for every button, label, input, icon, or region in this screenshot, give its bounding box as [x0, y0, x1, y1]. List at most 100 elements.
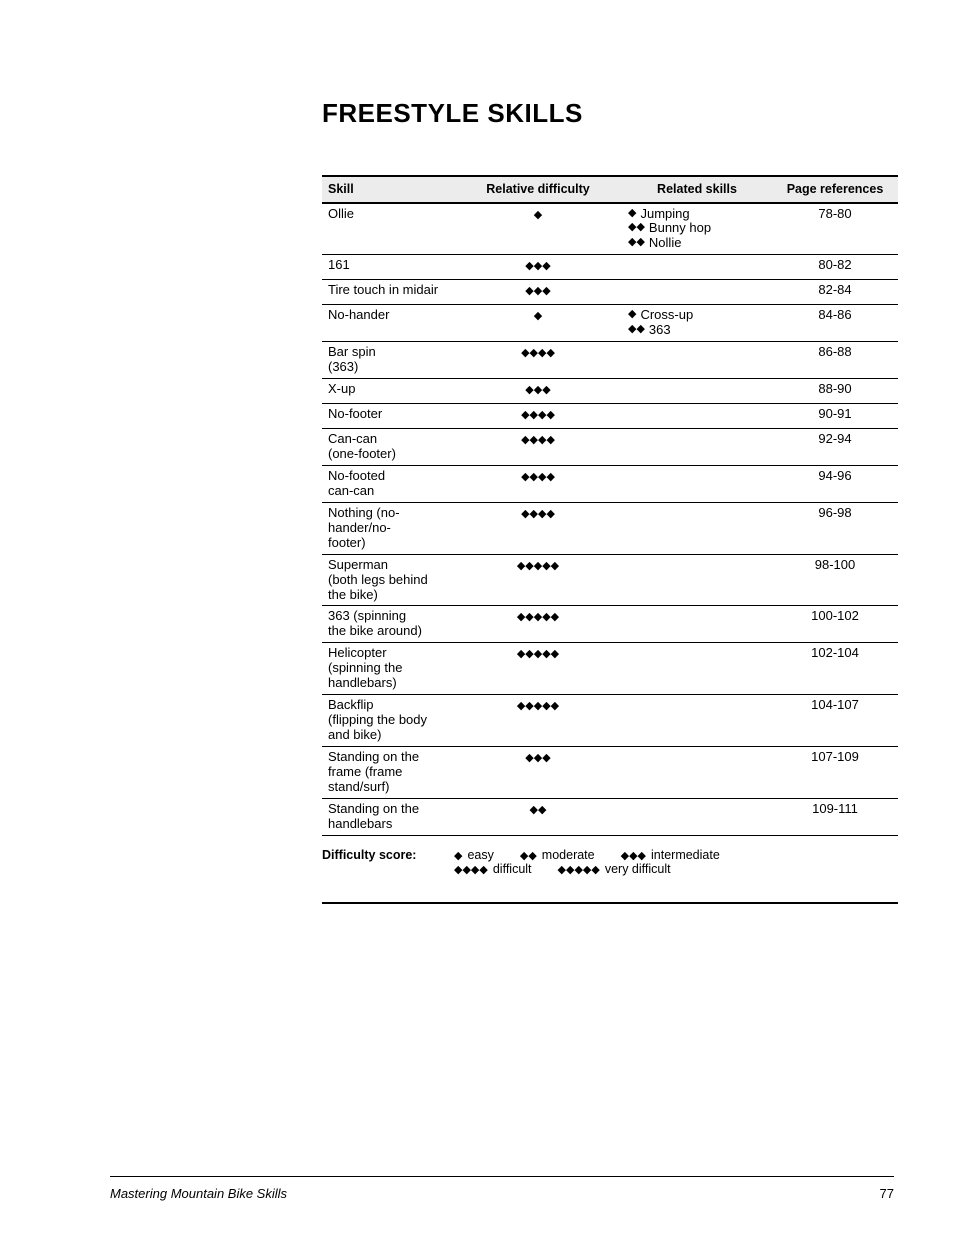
- cell-difficulty: ◆◆◆: [454, 750, 622, 765]
- table-row: Nothing (no-hander/no-footer)◆◆◆◆96-98: [322, 503, 898, 555]
- cell-page: 84-86: [772, 308, 898, 323]
- table-row: Backflip(flipping the bodyand bike) ◆◆◆◆◆…: [322, 695, 898, 747]
- difficulty-diamonds-icon: ◆◆◆: [525, 285, 550, 297]
- footer-page-number: 77: [880, 1186, 894, 1201]
- difficulty-diamonds-icon: ◆◆◆◆◆: [517, 648, 559, 660]
- cell-page: 82-84: [772, 283, 898, 298]
- cell-difficulty: ◆◆◆: [454, 283, 622, 298]
- legend-item: ◆◆◆◆◆ very difficult: [558, 862, 671, 876]
- cell-page: 88-90: [772, 382, 898, 397]
- cell-page: 90-91: [772, 407, 898, 422]
- page: FREESTYLE SKILLS Skill Relative difficul…: [0, 0, 954, 1235]
- cell-page: 104-107: [772, 698, 898, 713]
- related-label: 363: [649, 323, 671, 338]
- legend-text: very difficult: [605, 862, 671, 876]
- difficulty-diamonds-icon: ◆: [534, 310, 542, 322]
- table-row: No-hander◆◆Cross-up◆◆36384-86: [322, 305, 898, 342]
- cell-skill: Backflip(flipping the bodyand bike): [322, 698, 454, 743]
- cell-skill: No-footedcan-can: [322, 469, 454, 499]
- cell-page: 107-109: [772, 750, 898, 765]
- related-label: Cross-up: [640, 308, 693, 323]
- cell-skill: Tire touch in midair: [322, 283, 454, 298]
- table-row: No-footer ◆◆◆◆ 90-91: [322, 404, 898, 429]
- cell-skill: Standing on theframe (framestand/surf): [322, 750, 454, 795]
- cell-skill: Ollie: [322, 207, 454, 222]
- difficulty-diamonds-icon: ◆◆: [530, 804, 547, 816]
- cell-page: 86-88: [772, 345, 898, 360]
- related-diamonds-icon: ◆◆: [628, 221, 645, 236]
- cell-page: 98-100: [772, 558, 898, 573]
- related-diamonds-icon: ◆: [628, 308, 636, 323]
- cell-page: 78-80: [772, 207, 898, 222]
- cell-difficulty: ◆◆◆◆◆: [454, 609, 622, 624]
- legend-row: ◆easy◆◆moderate◆◆◆intermediate: [454, 848, 898, 862]
- legend-item: ◆easy: [454, 848, 494, 862]
- cell-skill: Standing on thehandlebars: [322, 802, 454, 832]
- legend-diamonds-icon: ◆◆◆: [621, 849, 646, 862]
- difficulty-diamonds-icon: ◆: [534, 209, 542, 221]
- footer-book-title: Mastering Mountain Bike Skills: [110, 1186, 287, 1201]
- table-row: Tire touch in midair ◆◆◆ 82-84: [322, 280, 898, 305]
- table-row: Ollie◆◆Jumping◆◆Bunny hop◆◆Nollie78-80: [322, 204, 898, 256]
- difficulty-diamonds-icon: ◆◆◆: [525, 260, 550, 272]
- legend-label: Difficulty score:: [322, 848, 454, 876]
- cell-difficulty: ◆◆◆◆◆: [454, 698, 622, 713]
- table-row: Bar spin(363)◆◆◆◆86-88: [322, 342, 898, 379]
- legend-text: difficult: [493, 862, 532, 876]
- related-diamonds-icon: ◆◆: [628, 323, 645, 338]
- table-row: 363 (spinningthe bike around)◆◆◆◆◆100-10…: [322, 606, 898, 643]
- legend-diamonds-icon: ◆: [454, 849, 462, 862]
- page-footer-rule: [110, 1176, 894, 1177]
- difficulty-diamonds-icon: ◆◆◆◆: [521, 508, 555, 520]
- legend-text: intermediate: [651, 848, 720, 862]
- difficulty-diamonds-icon: ◆◆◆: [525, 384, 550, 396]
- table-row: Standing on thehandlebars ◆◆ 109-111: [322, 799, 898, 836]
- table-row: Can-can(one-footer)◆◆◆◆92-94: [322, 429, 898, 466]
- cell-skill: 363 (spinningthe bike around): [322, 609, 454, 639]
- difficulty-diamonds-icon: ◆◆◆: [525, 752, 550, 764]
- table-row: Helicopter(spinning thehandlebars) ◆◆◆◆◆ 1…: [322, 643, 898, 695]
- legend-item: ◆◆◆◆ difficult: [454, 862, 532, 876]
- related-diamonds-icon: ◆◆: [628, 236, 645, 251]
- legend-diamonds-icon: ◆◆◆◆◆: [558, 863, 600, 876]
- col-header-related: Related skills: [622, 177, 772, 202]
- cell-skill: Nothing (no-hander/no-footer): [322, 506, 454, 551]
- related-item: ◆Jumping: [628, 207, 766, 222]
- cell-skill: X-up: [322, 382, 454, 397]
- col-header-page: Page references: [772, 177, 898, 202]
- table-row: 161◆◆◆80-82: [322, 255, 898, 280]
- col-header-skill: Skill: [322, 177, 454, 202]
- cell-difficulty: ◆◆◆◆: [454, 506, 622, 521]
- cell-difficulty: ◆◆◆◆: [454, 345, 622, 360]
- cell-page: 92-94: [772, 432, 898, 447]
- table-row: Superman(both legs behindthe bike)◆◆◆◆◆9…: [322, 555, 898, 607]
- cell-difficulty: ◆: [454, 308, 622, 323]
- page-footer: Mastering Mountain Bike Skills 77: [110, 1186, 894, 1201]
- cell-difficulty: ◆◆: [454, 802, 622, 817]
- related-label: Bunny hop: [649, 221, 711, 236]
- difficulty-diamonds-icon: ◆◆◆◆: [521, 409, 555, 421]
- related-item: ◆ Cross-up: [628, 308, 766, 323]
- legend-text: moderate: [542, 848, 595, 862]
- difficulty-diamonds-icon: ◆◆◆◆◆: [517, 700, 559, 712]
- skills-table: Skill Relative difficulty Related skills…: [322, 175, 898, 836]
- cell-related: ◆ Cross-up◆◆ 363: [622, 308, 772, 338]
- legend-diamonds-icon: ◆◆◆◆: [454, 863, 488, 876]
- cell-difficulty: ◆◆◆◆: [454, 469, 622, 484]
- cell-skill: Helicopter(spinning thehandlebars): [322, 646, 454, 691]
- legend-item: ◆◆◆ intermediate: [621, 848, 720, 862]
- related-item: ◆◆ 363: [628, 323, 766, 338]
- cell-page: 102-104: [772, 646, 898, 661]
- cell-skill: No-footer: [322, 407, 454, 422]
- legend-items: ◆easy◆◆moderate◆◆◆intermediate◆◆◆◆diffic…: [454, 848, 898, 876]
- cell-difficulty: ◆◆◆◆◆: [454, 558, 622, 573]
- section-heading: FREESTYLE SKILLS: [322, 98, 894, 129]
- table-row: X-up ◆◆◆ 88-90: [322, 379, 898, 404]
- difficulty-diamonds-icon: ◆◆◆◆: [521, 471, 555, 483]
- cell-difficulty: ◆◆◆◆◆: [454, 646, 622, 661]
- legend-row: ◆◆◆◆ difficult ◆◆◆◆◆ very difficult: [454, 862, 898, 876]
- cell-skill: 161: [322, 258, 454, 273]
- difficulty-diamonds-icon: ◆◆◆◆◆: [517, 611, 559, 623]
- table-row: Standing on theframe (framestand/surf) ◆◆…: [322, 747, 898, 799]
- cell-page: 109-111: [772, 802, 898, 817]
